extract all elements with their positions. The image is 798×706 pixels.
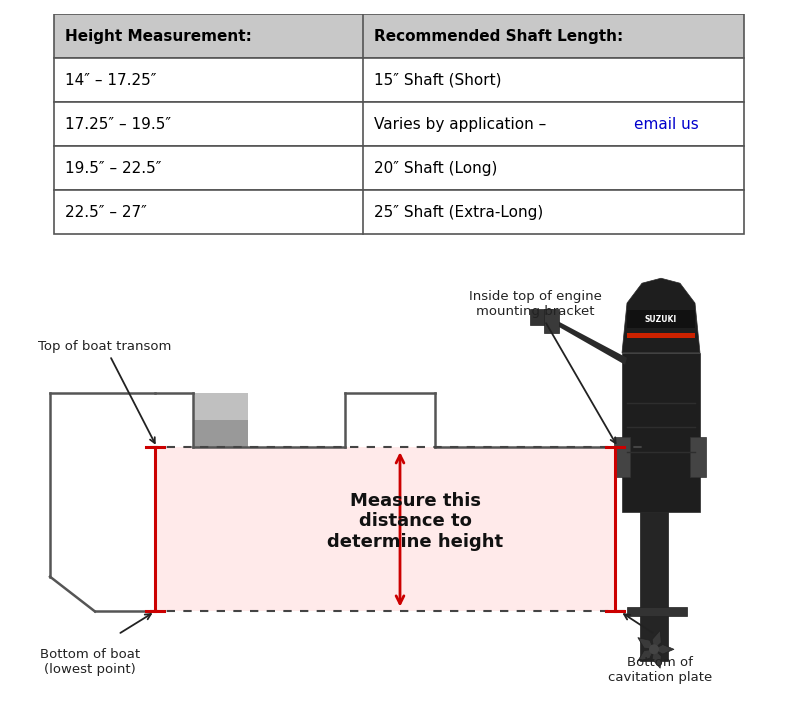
Bar: [193, 393, 248, 448]
Text: Bottom of boat
(lowest point): Bottom of boat (lowest point): [40, 648, 140, 676]
Bar: [54, 190, 744, 234]
Circle shape: [649, 645, 659, 654]
Bar: [193, 420, 248, 448]
Bar: [627, 606, 687, 616]
Polygon shape: [638, 638, 654, 650]
Text: Recommended Shaft Length:: Recommended Shaft Length:: [373, 29, 623, 44]
Text: Height Measurement:: Height Measurement:: [65, 29, 252, 44]
Polygon shape: [622, 278, 700, 353]
Bar: [530, 309, 552, 325]
Bar: [155, 448, 615, 611]
Bar: [690, 438, 706, 477]
Text: 15″ Shaft (Short): 15″ Shaft (Short): [373, 73, 501, 88]
Text: Inside top of engine
mounting bracket: Inside top of engine mounting bracket: [468, 290, 615, 443]
Text: 25″ Shaft (Extra-Long): 25″ Shaft (Extra-Long): [373, 205, 543, 220]
Polygon shape: [638, 650, 654, 661]
Bar: [54, 146, 744, 190]
Text: Varies by application –: Varies by application –: [373, 116, 551, 131]
Text: 14″ – 17.25″: 14″ – 17.25″: [65, 73, 156, 88]
Bar: [544, 309, 559, 333]
Bar: [54, 102, 744, 146]
Text: SUZUKI: SUZUKI: [645, 314, 678, 323]
Text: 19.5″ – 22.5″: 19.5″ – 22.5″: [65, 160, 161, 176]
Polygon shape: [652, 650, 662, 668]
Polygon shape: [652, 630, 662, 650]
Bar: [54, 58, 744, 102]
Bar: [627, 333, 695, 338]
Polygon shape: [654, 645, 674, 654]
Text: email us: email us: [634, 116, 698, 131]
Bar: [54, 14, 744, 58]
Bar: [622, 353, 700, 512]
Bar: [640, 502, 668, 662]
Text: 22.5″ – 27″: 22.5″ – 27″: [65, 205, 147, 220]
Text: Measure this
distance to
determine height: Measure this distance to determine heigh…: [327, 491, 503, 551]
Bar: [627, 310, 695, 328]
Text: Top of boat transom: Top of boat transom: [38, 340, 172, 443]
Bar: [614, 438, 630, 477]
Text: 20″ Shaft (Long): 20″ Shaft (Long): [373, 160, 497, 176]
Polygon shape: [537, 313, 627, 365]
Text: 17.25″ – 19.5″: 17.25″ – 19.5″: [65, 116, 171, 131]
Text: Bottom of
cavitation plate: Bottom of cavitation plate: [608, 657, 712, 684]
